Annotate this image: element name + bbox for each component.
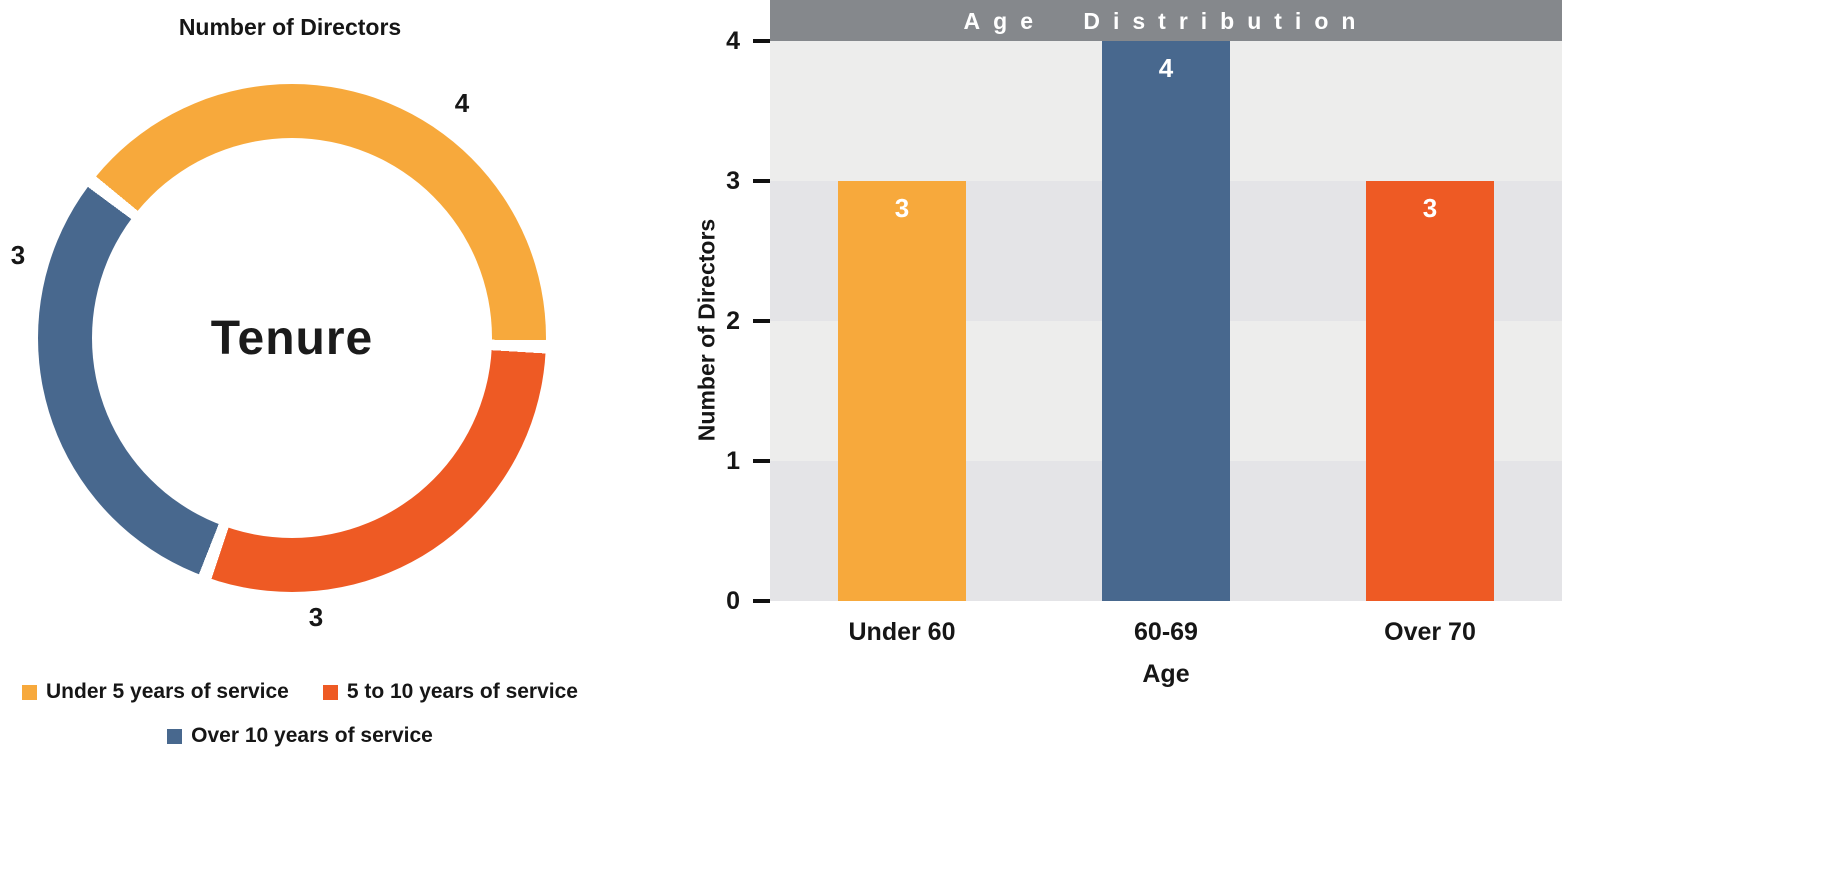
bar-over-70: 3 bbox=[1366, 181, 1494, 601]
y-tick-label: 4 bbox=[726, 27, 740, 55]
legend-swatch-blue bbox=[167, 728, 183, 744]
bar-60-69: 4 bbox=[1102, 41, 1230, 601]
legend-label: Under 5 years of service bbox=[46, 680, 289, 703]
legend-label: Over 10 years of service bbox=[191, 724, 433, 747]
x-category-label-over-70: Over 70 bbox=[1384, 618, 1476, 646]
legend-swatch-orange bbox=[322, 684, 338, 700]
bar-under-60: 3 bbox=[838, 181, 966, 601]
legend-item-under-5-years: Under 5 years of service bbox=[22, 680, 289, 704]
legend-label: 5 to 10 years of service bbox=[346, 680, 578, 703]
y-tick-label: 1 bbox=[726, 447, 740, 475]
x-axis-title: Age bbox=[1142, 660, 1190, 688]
y-tick-mark bbox=[753, 319, 770, 323]
y-tick-mark bbox=[753, 459, 770, 463]
donut-segment-value-over-10: 3 bbox=[10, 240, 26, 270]
bar-value-label: 4 bbox=[1158, 53, 1174, 83]
legend-item-5-to-10-years: 5 to 10 years of service bbox=[322, 680, 578, 704]
donut-segment-value-under-5: 4 bbox=[454, 88, 470, 118]
y-tick-mark bbox=[753, 179, 770, 183]
legend-swatch-yellow bbox=[22, 684, 38, 700]
y-tick-label: 3 bbox=[726, 167, 740, 195]
y-tick-label: 0 bbox=[726, 587, 740, 615]
donut-segment-value-5-to-10: 3 bbox=[308, 602, 324, 632]
y-tick-mark bbox=[753, 39, 770, 43]
donut-hole: Tenure bbox=[92, 138, 492, 538]
bar-chart-title: Age Distribution bbox=[770, 0, 1562, 41]
donut-chart-area: Tenure 4 3 3 bbox=[11, 84, 546, 632]
bar-value-label: 3 bbox=[894, 193, 910, 223]
x-category-label-60-69: 60-69 bbox=[1134, 618, 1198, 646]
donut-legend: Under 5 years of service 5 to 10 years o… bbox=[10, 680, 590, 748]
donut-chart-title: Number of Directors bbox=[178, 14, 402, 40]
bar-plot-area: Age Distribution 4 3 2 1 0 3 4 3 Under 6… bbox=[726, 0, 1562, 688]
y-tick-label: 2 bbox=[726, 307, 740, 335]
bar-value-label: 3 bbox=[1422, 193, 1438, 223]
x-category-label-under-60: Under 60 bbox=[848, 618, 956, 646]
y-tick-mark bbox=[753, 599, 770, 603]
donut-center-label: Tenure bbox=[210, 311, 374, 365]
legend-item-over-10-years: Over 10 years of service bbox=[167, 724, 433, 748]
